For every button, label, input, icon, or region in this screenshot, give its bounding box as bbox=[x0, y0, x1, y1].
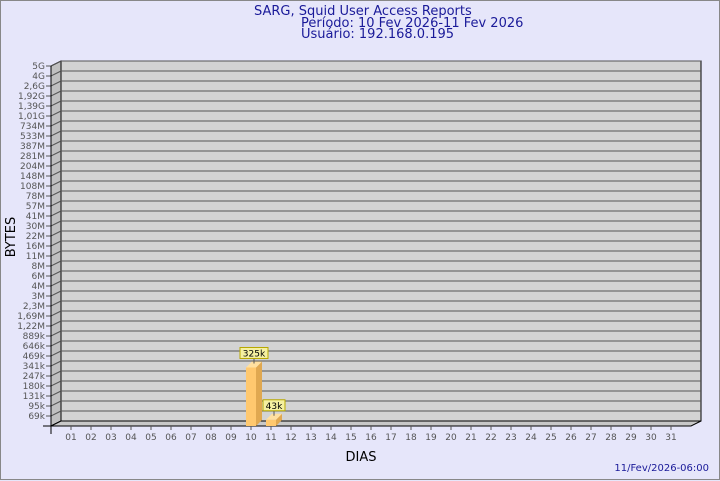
data-label-box bbox=[262, 399, 286, 412]
y-tick-label: 889k bbox=[23, 332, 46, 342]
x-tick-label: 02 bbox=[85, 433, 96, 443]
y-tick-label: 8M bbox=[32, 262, 46, 272]
x-tick-label: 08 bbox=[205, 433, 217, 443]
x-tick-label: 04 bbox=[125, 433, 137, 443]
y-tick-label: 78M bbox=[26, 192, 45, 202]
y-tick-label: 95k bbox=[28, 402, 45, 412]
x-tick-label: 30 bbox=[645, 433, 657, 443]
y-tick-label: 180k bbox=[23, 382, 46, 392]
x-tick-label: 17 bbox=[385, 433, 396, 443]
y-tick-label: 1,69M bbox=[17, 312, 45, 322]
y-tick-label: 6M bbox=[32, 272, 46, 282]
x-tick-label: 13 bbox=[305, 433, 316, 443]
x-tick-label: 18 bbox=[405, 433, 417, 443]
y-tick-label: 734M bbox=[20, 122, 45, 132]
y-tick-label: 4M bbox=[32, 282, 46, 292]
y-tick-label: 30M bbox=[26, 222, 45, 232]
y-tick-label: 5G bbox=[32, 62, 45, 72]
y-tick-label: 131k bbox=[23, 392, 46, 402]
y-tick-label: 469k bbox=[23, 352, 46, 362]
x-tick-label: 09 bbox=[225, 433, 237, 443]
data-label: 325k bbox=[243, 349, 266, 359]
y-tick-label: 2,3M bbox=[23, 302, 45, 312]
y-tick-label: 41M bbox=[26, 212, 45, 222]
x-tick-label: 23 bbox=[505, 433, 516, 443]
y-tick-label: 247k bbox=[23, 372, 46, 382]
x-tick-label: 19 bbox=[425, 433, 437, 443]
y-tick-label: 108M bbox=[20, 182, 45, 192]
x-tick-label: 15 bbox=[345, 433, 356, 443]
y-tick-label: 3M bbox=[32, 292, 46, 302]
y-tick-label: 281M bbox=[20, 152, 45, 162]
y-tick-label: 1,22M bbox=[17, 322, 45, 332]
x-tick-label: 14 bbox=[325, 433, 337, 443]
x-tick-label: 16 bbox=[365, 433, 377, 443]
y-tick-label: 16M bbox=[26, 242, 45, 252]
bar-side bbox=[256, 361, 262, 426]
y-tick-label: 22M bbox=[26, 232, 45, 242]
x-tick-label: 27 bbox=[585, 433, 596, 443]
y-tick-label: 533M bbox=[20, 132, 45, 142]
y-tick-label: 1,92G bbox=[18, 92, 45, 102]
x-tick-label: 25 bbox=[545, 433, 556, 443]
bar-side bbox=[276, 413, 282, 426]
y-tick-label: 148M bbox=[20, 172, 45, 182]
bar-top bbox=[246, 361, 262, 368]
x-tick-label: 03 bbox=[105, 433, 116, 443]
y-tick-label: 11M bbox=[26, 252, 45, 262]
y-tick-label: 57M bbox=[26, 202, 45, 212]
y-tick-label: 2,6G bbox=[24, 82, 45, 92]
data-label: 43k bbox=[266, 402, 283, 412]
x-tick-label: 22 bbox=[485, 433, 496, 443]
y-tick-label: 204M bbox=[20, 162, 45, 172]
bar-top bbox=[266, 413, 282, 420]
x-tick-label: 11 bbox=[265, 433, 276, 443]
x-tick-label: 31 bbox=[665, 433, 676, 443]
x-tick-label: 07 bbox=[185, 433, 196, 443]
x-tick-label: 10 bbox=[245, 433, 257, 443]
footer-timestamp: 11/Fev/2026-06:00 bbox=[614, 463, 709, 474]
x-tick-label: 12 bbox=[285, 433, 296, 443]
y-tick-label: 1,01G bbox=[18, 112, 45, 122]
bar bbox=[246, 367, 256, 426]
chart-title: SARG, Squid User Access Reports bbox=[254, 4, 472, 19]
y-tick-label: 4G bbox=[32, 72, 45, 82]
plot-floor bbox=[50, 420, 702, 427]
y-tick-label: 387M bbox=[20, 142, 45, 152]
y-axis-title: BYTES bbox=[4, 217, 19, 258]
chart-period: Período: 10 Fev 2026-11 Fev 2026 bbox=[301, 16, 524, 31]
x-tick-label: 06 bbox=[165, 433, 177, 443]
x-tick-label: 29 bbox=[625, 433, 637, 443]
x-tick-label: 20 bbox=[445, 433, 457, 443]
x-tick-label: 01 bbox=[65, 433, 76, 443]
y-tick-label: 341k bbox=[23, 362, 46, 372]
bar bbox=[266, 419, 276, 426]
y-tick-label: 69k bbox=[28, 412, 45, 422]
chart-user: Usuário: 192.168.0.195 bbox=[301, 27, 455, 42]
x-tick-label: 05 bbox=[145, 433, 156, 443]
x-tick-label: 28 bbox=[605, 433, 617, 443]
y-tick-label: 1,39G bbox=[18, 102, 45, 112]
x-tick-label: 26 bbox=[565, 433, 577, 443]
x-tick-label: 21 bbox=[465, 433, 476, 443]
x-axis-title: DIAS bbox=[346, 450, 377, 465]
data-label-box bbox=[239, 346, 269, 359]
x-tick-label: 24 bbox=[525, 433, 537, 443]
y-tick-label: 646k bbox=[23, 342, 46, 352]
